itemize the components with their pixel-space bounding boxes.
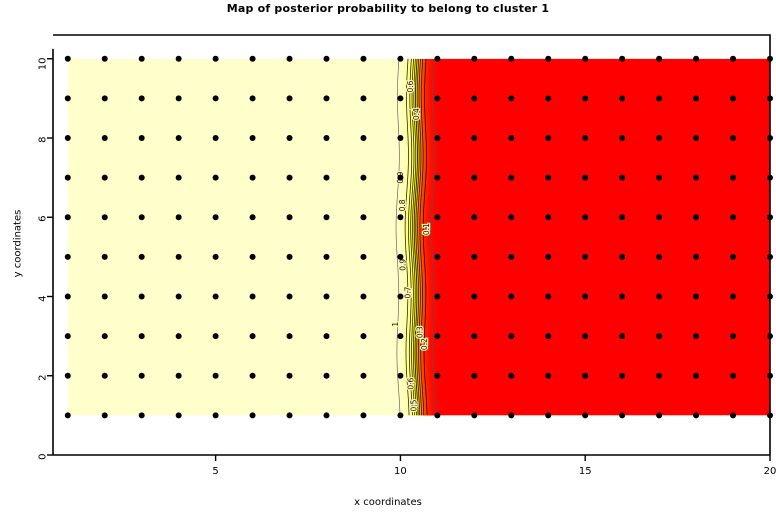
heat-cell (437, 109, 439, 115)
heat-cell (437, 75, 439, 81)
heat-cell (437, 130, 439, 136)
page-title: Map of posterior probability to belong t… (226, 2, 550, 15)
transition-band (390, 58, 439, 416)
heat-cell (437, 152, 439, 158)
heat-cell (437, 80, 439, 85)
heat-cell (437, 88, 439, 94)
heat-cell (437, 143, 439, 149)
heat-cell (437, 101, 439, 107)
heat-cell (437, 122, 439, 128)
heat-cell (437, 139, 439, 145)
heat-cell (437, 67, 439, 73)
heat-cell (437, 71, 439, 77)
low-probability-region (67, 58, 391, 416)
heat-cell (437, 84, 439, 90)
heat-cell (437, 194, 439, 200)
heatmap-fill-layer (67, 58, 770, 416)
heat-cell (437, 164, 439, 170)
heat-cell (437, 113, 439, 119)
heat-cell (437, 181, 439, 187)
x-axis-title: x coordinates (354, 497, 422, 508)
heat-cell (437, 186, 439, 192)
heat-cell (437, 147, 439, 153)
heat-cell (437, 160, 439, 166)
heat-cell (437, 105, 439, 111)
heat-cell (437, 118, 439, 124)
heat-cell (437, 126, 439, 132)
heat-cell (437, 63, 439, 68)
heat-cell (437, 190, 439, 196)
heat-cell (437, 92, 439, 98)
heat-cell (437, 169, 439, 175)
heat-cell (437, 156, 439, 162)
high-probability-region (437, 58, 770, 416)
